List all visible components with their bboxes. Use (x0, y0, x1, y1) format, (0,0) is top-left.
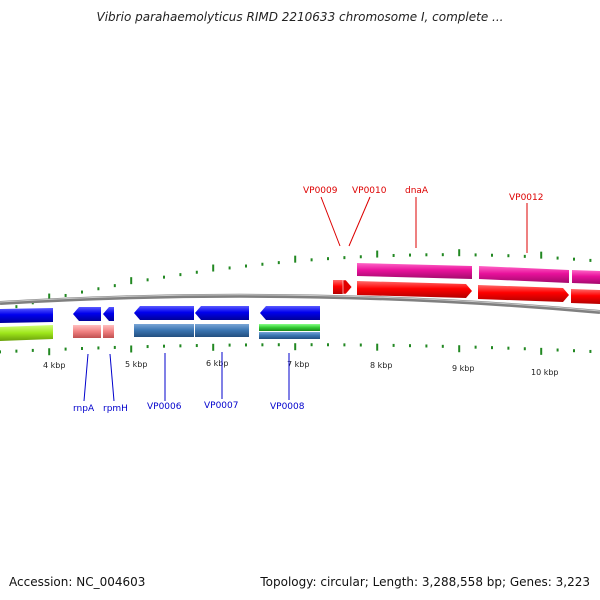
other-feature[interactable] (259, 324, 320, 331)
cds-feature-reverse[interactable] (260, 306, 320, 320)
forward-gene-labels: VP0009 VP0010 dnaA VP0012 (303, 186, 544, 253)
cds-feature-forward[interactable] (342, 279, 353, 295)
inner-tick-track (0, 343, 592, 356)
gene-label-reverse[interactable]: VP0008 (270, 402, 305, 412)
reverse-gene-labels: rnpA rpmH VP0006 VP0007 VP0008 (73, 352, 305, 414)
scale-label: 10 kbp (531, 368, 559, 377)
gene-feature-forward[interactable] (357, 263, 472, 279)
map-title: Vibrio parahaemolyticus RIMD 2210633 chr… (96, 10, 504, 24)
topology-text: Topology: circular; Length: 3,288,558 bp… (260, 575, 590, 589)
scale-label: 9 kbp (452, 364, 474, 373)
gene-feature-reverse[interactable] (103, 325, 114, 338)
label-leader-line (83, 353, 89, 402)
label-leader-line (348, 196, 371, 247)
cds-feature-forward[interactable] (357, 281, 472, 298)
gene-label-forward[interactable]: dnaA (405, 186, 429, 196)
label-leader-line (109, 353, 115, 402)
gene-feature-reverse[interactable] (73, 325, 101, 338)
gene-label-reverse[interactable]: rnpA (73, 404, 95, 414)
scale-labels: 4 kbp 5 kbp 6 kbp 7 kbp 8 kbp 9 kbp 10 k… (43, 359, 559, 377)
gene-feature-reverse[interactable] (259, 332, 320, 339)
gene-label-reverse[interactable]: VP0006 (147, 402, 182, 412)
forward-gene-track (357, 263, 600, 284)
cds-feature-forward[interactable] (571, 289, 600, 304)
cds-feature-reverse[interactable] (103, 307, 114, 321)
gene-feature-forward[interactable] (479, 266, 569, 283)
cds-feature-reverse[interactable] (73, 307, 101, 321)
reverse-cds-track (0, 306, 320, 323)
gene-label-reverse[interactable]: rpmH (103, 404, 128, 414)
gene-label-forward[interactable]: VP0012 (509, 193, 544, 203)
gene-feature-forward[interactable] (572, 270, 600, 284)
scale-label: 6 kbp (206, 359, 228, 368)
other-feature[interactable] (0, 325, 53, 341)
gene-label-forward[interactable]: VP0009 (303, 186, 338, 196)
label-leader-line (320, 196, 341, 247)
scale-label: 7 kbp (287, 360, 309, 369)
scale-label: 5 kbp (125, 360, 147, 369)
scale-label: 8 kbp (370, 361, 392, 370)
outer-tick-track (0, 249, 592, 313)
genome-backbone-highlight (0, 294, 600, 312)
gene-label-reverse[interactable]: VP0007 (204, 401, 239, 411)
gene-label-forward[interactable]: VP0010 (352, 186, 387, 196)
gene-feature-reverse[interactable] (134, 324, 194, 337)
accession-text: Accession: NC_004603 (9, 575, 146, 589)
scale-label: 4 kbp (43, 361, 65, 370)
cds-feature-forward[interactable] (478, 285, 569, 302)
cds-feature-reverse[interactable] (0, 308, 53, 323)
genome-backbone (0, 293, 600, 314)
gene-feature-reverse[interactable] (195, 324, 249, 337)
cds-feature-reverse[interactable] (134, 306, 194, 320)
reverse-gene-track (0, 324, 320, 341)
forward-cds-track (333, 279, 600, 304)
cds-feature-reverse[interactable] (195, 306, 249, 320)
